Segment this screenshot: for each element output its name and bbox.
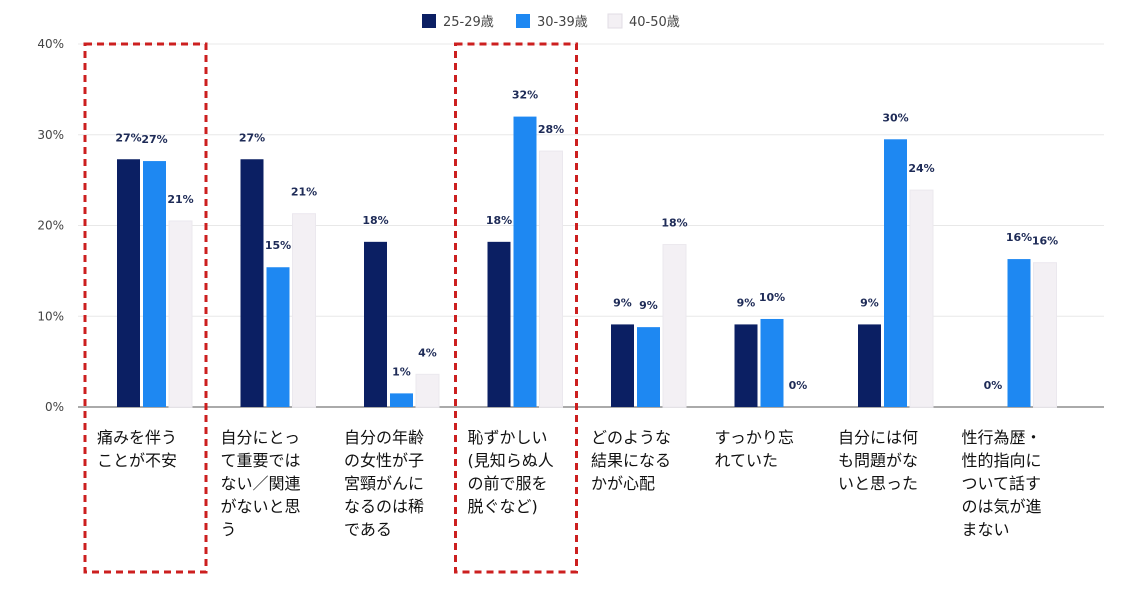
legend-label: 30-39歳 [537, 15, 588, 30]
category-label: 脱ぐなど) [468, 497, 538, 516]
category-label: ない／関連 [221, 474, 301, 493]
data-label: 10% [759, 291, 785, 304]
category-label: どのような [591, 428, 671, 447]
data-label: 18% [362, 214, 388, 227]
legend-label: 40-50歳 [629, 15, 680, 30]
bar [240, 159, 264, 407]
bar [637, 327, 660, 407]
legend-swatch [422, 14, 436, 28]
data-label: 27% [239, 131, 265, 144]
category-label: かが心配 [591, 474, 655, 493]
legend-label: 25-29歳 [443, 15, 494, 30]
bar [168, 220, 193, 408]
bar [513, 116, 537, 407]
data-label: 27% [115, 131, 141, 144]
y-tick-label: 30% [37, 128, 64, 142]
bar [734, 324, 758, 407]
category-label: れていた [715, 451, 779, 470]
bar [266, 267, 290, 407]
category-label: なるのは稀 [344, 497, 424, 516]
data-label: 9% [639, 299, 658, 312]
bar [539, 150, 563, 408]
category-label: 性的指向に [962, 451, 1042, 470]
data-label: 16% [1006, 231, 1032, 244]
data-label: 28% [538, 123, 564, 136]
category-label: ついて話す [962, 474, 1042, 493]
data-label: 9% [613, 296, 632, 309]
category-label: まない [962, 520, 1010, 539]
legend-swatch [607, 13, 623, 29]
y-tick-label: 10% [37, 309, 64, 323]
data-label: 18% [661, 217, 687, 230]
data-label: 24% [908, 162, 934, 175]
category-label: である [344, 520, 392, 539]
highlight-box [454, 42, 578, 574]
bar [117, 159, 140, 407]
bar [909, 189, 934, 408]
data-label: 21% [167, 193, 193, 206]
category-label: ことが不安 [97, 451, 177, 470]
bar [1033, 262, 1057, 408]
bar [662, 244, 687, 408]
bar [143, 161, 166, 407]
category-label: 性行為歴・ [962, 428, 1042, 447]
category-label: (見知らぬ人 [468, 451, 554, 470]
category-label: 自分には何 [838, 428, 918, 447]
bar [292, 213, 316, 408]
data-label: 9% [737, 296, 756, 309]
bar [415, 373, 440, 408]
category-label: の前で服を [468, 474, 548, 493]
data-label: 30% [882, 111, 908, 124]
bar [884, 139, 907, 407]
category-label: て重要では [221, 451, 301, 470]
category-label: 宮頸がんに [344, 474, 424, 493]
category-label: 自分の年齢 [344, 428, 424, 447]
data-label: 18% [486, 214, 512, 227]
category-label: 自分にとっ [221, 428, 301, 447]
data-label: 16% [1032, 235, 1058, 248]
data-label: 1% [392, 365, 411, 378]
category-label: 恥ずかしい [468, 428, 548, 447]
data-label: 15% [265, 239, 291, 252]
category-label: のは気が進 [962, 497, 1042, 516]
category-label: すっかり忘 [715, 428, 794, 447]
bar [611, 324, 634, 407]
category-label: う [221, 520, 237, 539]
data-label: 4% [418, 346, 437, 359]
y-tick-label: 40% [37, 37, 64, 51]
bar [760, 318, 784, 407]
category-label: も問題がな [838, 451, 918, 470]
highlight-box [83, 42, 208, 574]
bar [390, 393, 413, 407]
bar [858, 324, 881, 407]
category-label: がないと思 [221, 497, 301, 516]
category-label: 結果になる [591, 451, 671, 470]
category-label: 痛みを伴う [97, 428, 177, 447]
bar [487, 241, 511, 407]
category-label: いと思った [838, 474, 918, 493]
y-tick-label: 20% [37, 219, 64, 233]
bar [364, 241, 387, 407]
category-label: の女性が子 [344, 451, 424, 470]
y-tick-label: 0% [45, 400, 64, 414]
legend-swatch [516, 14, 530, 28]
data-label: 0% [789, 379, 808, 392]
data-label: 21% [291, 186, 317, 199]
data-label: 27% [141, 133, 167, 146]
data-label: 9% [860, 296, 879, 309]
bar [1007, 259, 1031, 407]
data-label: 32% [512, 89, 538, 102]
data-label: 0% [984, 379, 1003, 392]
